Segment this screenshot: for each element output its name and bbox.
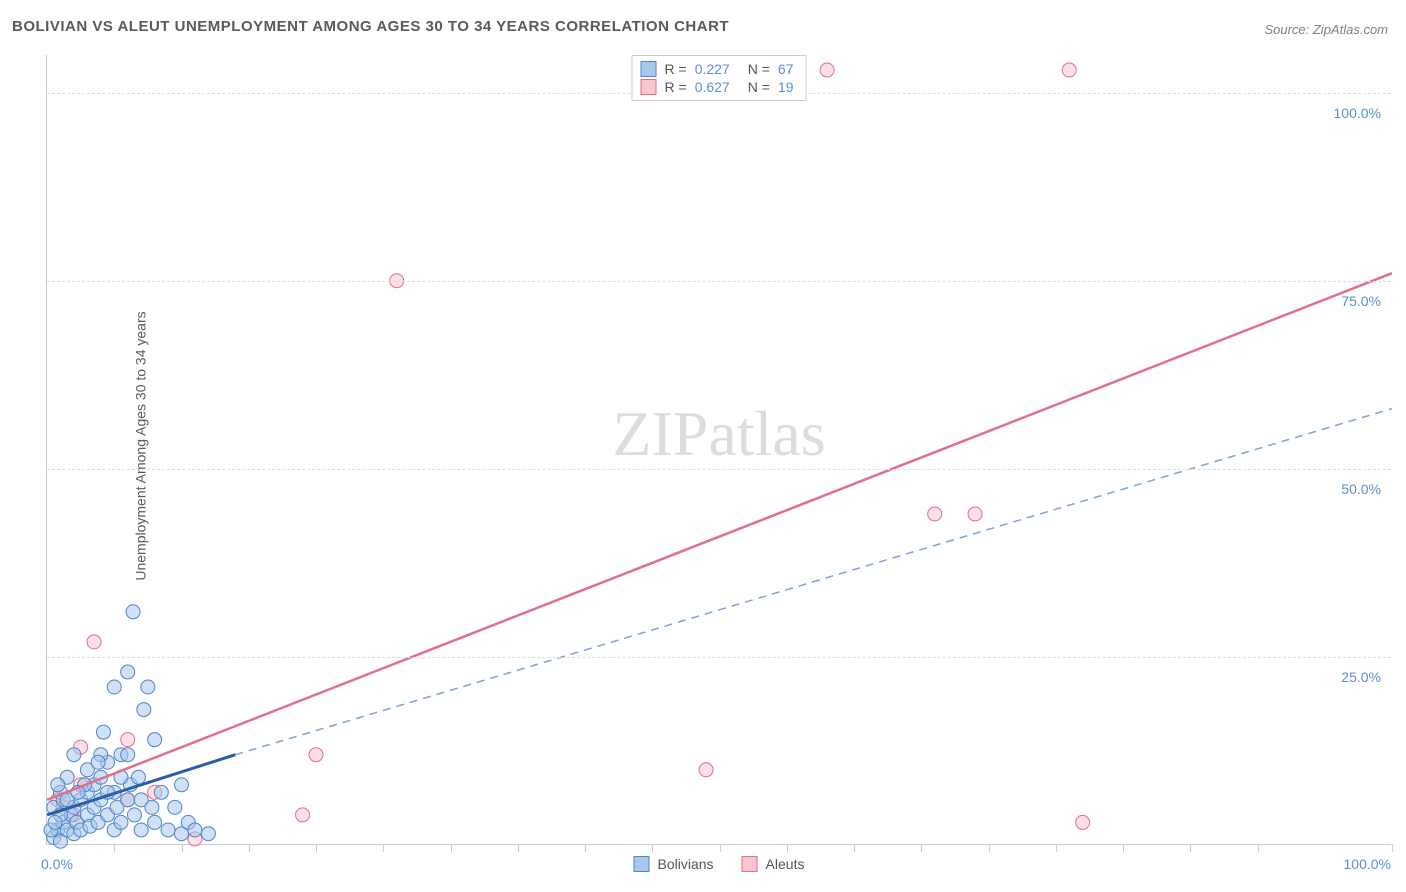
stat-r-label2: R = bbox=[665, 79, 687, 95]
stat-r-pink: 0.627 bbox=[695, 79, 730, 95]
stats-row-bolivians: R = 0.227 N = 67 bbox=[641, 60, 794, 78]
data-point bbox=[134, 823, 148, 837]
chart-title: BOLIVIAN VS ALEUT UNEMPLOYMENT AMONG AGE… bbox=[12, 18, 729, 35]
data-point bbox=[296, 808, 310, 822]
x-tick bbox=[921, 844, 922, 852]
data-point bbox=[820, 63, 834, 77]
x-tick bbox=[989, 844, 990, 852]
x-tick bbox=[316, 844, 317, 852]
chart-svg bbox=[47, 55, 1391, 844]
x-tick bbox=[854, 844, 855, 852]
stat-n-label: N = bbox=[748, 61, 770, 77]
data-point bbox=[48, 815, 62, 829]
data-point bbox=[121, 665, 135, 679]
legend-swatch-blue bbox=[634, 856, 650, 872]
data-point bbox=[51, 778, 65, 792]
data-point bbox=[91, 755, 105, 769]
legend-item-bolivians: Bolivians bbox=[634, 856, 714, 872]
data-point bbox=[968, 507, 982, 521]
x-tick bbox=[652, 844, 653, 852]
data-point bbox=[87, 635, 101, 649]
swatch-pink bbox=[641, 79, 657, 95]
data-point bbox=[145, 800, 159, 814]
gridline-h bbox=[47, 657, 1391, 658]
y-tick-label: 25.0% bbox=[1341, 669, 1381, 685]
data-point bbox=[114, 815, 128, 829]
x-tick bbox=[585, 844, 586, 852]
x-tick bbox=[1258, 844, 1259, 852]
legend-label-aleuts: Aleuts bbox=[766, 856, 805, 872]
stats-row-aleuts: R = 0.627 N = 19 bbox=[641, 78, 794, 96]
legend-label-bolivians: Bolivians bbox=[658, 856, 714, 872]
data-point bbox=[699, 763, 713, 777]
data-point bbox=[1062, 63, 1076, 77]
data-point bbox=[107, 680, 121, 694]
y-tick-label: 100.0% bbox=[1334, 105, 1381, 121]
legend-swatch-pink bbox=[742, 856, 758, 872]
data-point bbox=[67, 748, 81, 762]
data-point bbox=[168, 800, 182, 814]
data-point bbox=[148, 815, 162, 829]
legend-item-aleuts: Aleuts bbox=[742, 856, 805, 872]
x-tick bbox=[1392, 844, 1393, 852]
x-tick bbox=[249, 844, 250, 852]
data-point bbox=[121, 748, 135, 762]
data-point bbox=[137, 703, 151, 717]
data-point bbox=[148, 733, 162, 747]
data-point bbox=[309, 748, 323, 762]
stats-box: R = 0.227 N = 67 R = 0.627 N = 19 bbox=[632, 55, 807, 101]
trend-line bbox=[235, 409, 1392, 755]
data-point bbox=[161, 823, 175, 837]
data-point bbox=[175, 778, 189, 792]
x-axis-max-label: 100.0% bbox=[1344, 856, 1391, 872]
stat-n-label2: N = bbox=[748, 79, 770, 95]
data-point bbox=[127, 808, 141, 822]
data-point bbox=[928, 507, 942, 521]
data-point bbox=[188, 823, 202, 837]
data-point bbox=[131, 770, 145, 784]
plot-area: ZIPatlas 25.0%50.0%75.0%100.0% 0.0% 100.… bbox=[46, 55, 1391, 845]
legend: Bolivians Aleuts bbox=[634, 856, 805, 872]
stat-r-label: R = bbox=[665, 61, 687, 77]
trend-line bbox=[47, 273, 1392, 800]
x-tick bbox=[114, 844, 115, 852]
source-attribution: Source: ZipAtlas.com bbox=[1264, 22, 1388, 37]
x-tick bbox=[1056, 844, 1057, 852]
x-tick bbox=[1123, 844, 1124, 852]
x-tick bbox=[451, 844, 452, 852]
y-tick-label: 50.0% bbox=[1341, 481, 1381, 497]
x-tick bbox=[383, 844, 384, 852]
data-point bbox=[121, 793, 135, 807]
stat-r-blue: 0.227 bbox=[695, 61, 730, 77]
x-axis-min-label: 0.0% bbox=[41, 856, 73, 872]
x-tick bbox=[182, 844, 183, 852]
stat-n-blue: 67 bbox=[778, 61, 794, 77]
x-tick bbox=[787, 844, 788, 852]
data-point bbox=[201, 827, 215, 841]
x-tick bbox=[518, 844, 519, 852]
x-tick bbox=[720, 844, 721, 852]
x-tick bbox=[1190, 844, 1191, 852]
swatch-blue bbox=[641, 61, 657, 77]
y-tick-label: 75.0% bbox=[1341, 293, 1381, 309]
data-point bbox=[96, 725, 110, 739]
gridline-h bbox=[47, 469, 1391, 470]
data-point bbox=[1076, 815, 1090, 829]
gridline-h bbox=[47, 281, 1391, 282]
data-point bbox=[121, 733, 135, 747]
stat-n-pink: 19 bbox=[778, 79, 794, 95]
data-point bbox=[141, 680, 155, 694]
data-point bbox=[126, 605, 140, 619]
data-point bbox=[154, 785, 168, 799]
